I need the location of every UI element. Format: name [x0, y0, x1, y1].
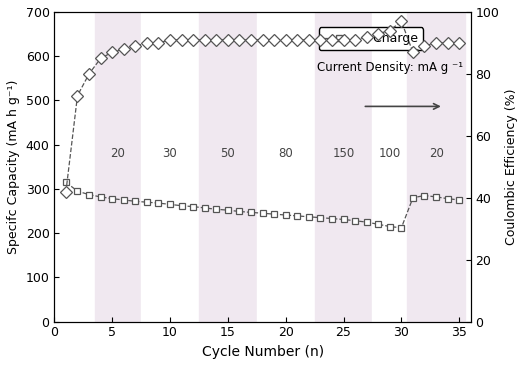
Bar [199, 12, 257, 322]
Text: 80: 80 [278, 147, 293, 160]
X-axis label: Cycle Number (n): Cycle Number (n) [202, 345, 323, 359]
Text: 20: 20 [111, 147, 125, 160]
Legend:   Charge: Charge [319, 27, 423, 51]
Bar [314, 12, 372, 322]
Text: 100: 100 [379, 147, 401, 160]
Bar [372, 12, 407, 322]
Bar [141, 12, 199, 322]
Text: 20: 20 [428, 147, 444, 160]
Bar [257, 12, 314, 322]
Text: 30: 30 [163, 147, 177, 160]
Y-axis label: Coulombic Efficiency (%): Coulombic Efficiency (%) [505, 89, 518, 245]
Y-axis label: Specifc Capacity (mA h g⁻¹): Specifc Capacity (mA h g⁻¹) [7, 79, 20, 254]
Text: 150: 150 [332, 147, 355, 160]
Text: 50: 50 [220, 147, 235, 160]
Text: Current Density: mA g ⁻¹: Current Density: mA g ⁻¹ [317, 61, 463, 75]
Bar [407, 12, 465, 322]
Bar [95, 12, 141, 322]
